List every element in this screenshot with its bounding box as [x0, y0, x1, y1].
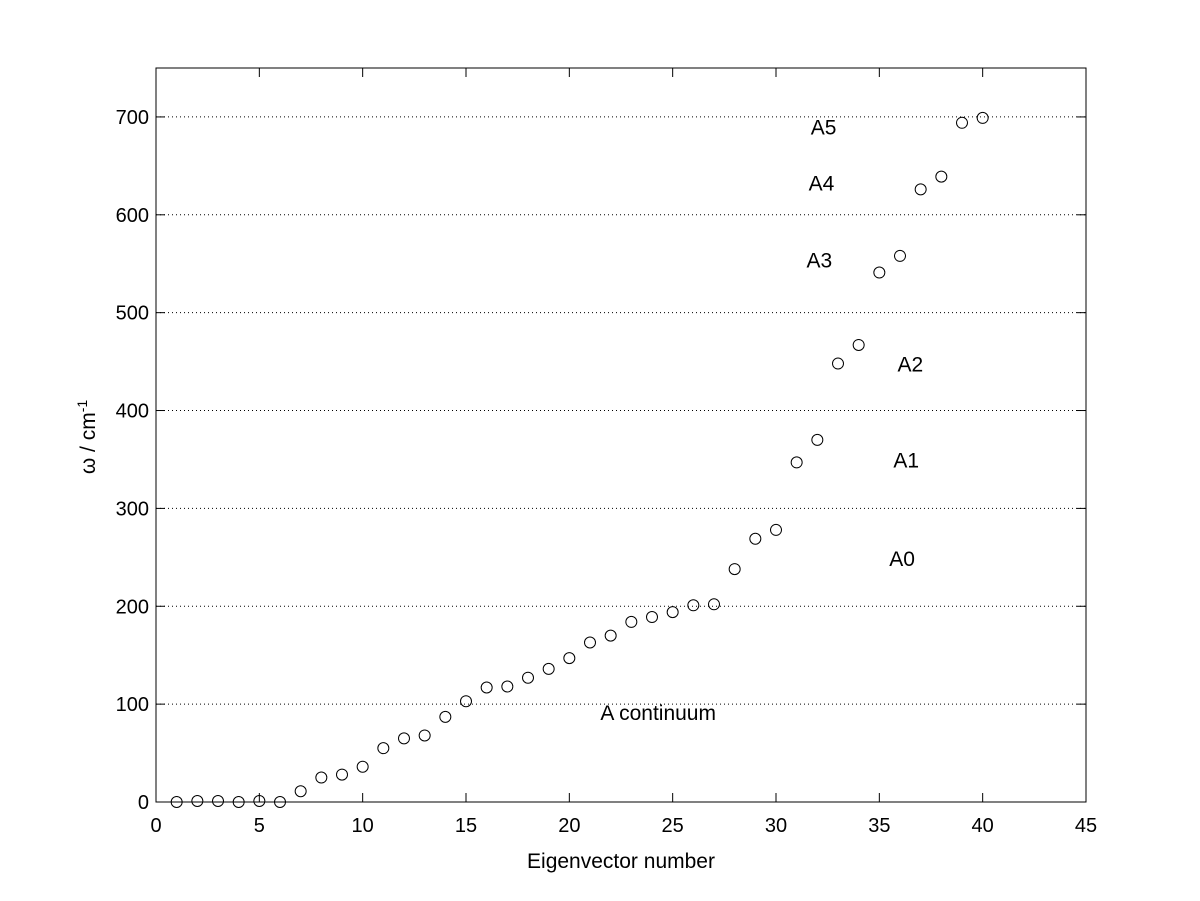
data-point: [852, 338, 865, 351]
data-point: [790, 456, 803, 469]
x-tick-label: 15: [455, 815, 477, 837]
x-tick-label: 25: [662, 815, 684, 837]
y-axis-label-superscript: -1: [74, 400, 90, 413]
grid-lines: [156, 116, 1086, 705]
x-tick-label: 20: [558, 815, 580, 837]
data-point: [336, 768, 348, 781]
y-tick-label: 100: [116, 694, 149, 716]
data-point: [501, 680, 514, 693]
data-point: [274, 796, 286, 808]
x-tick-label: 5: [254, 815, 265, 837]
data-point: [873, 266, 886, 279]
data-point: [584, 636, 596, 649]
data-point: [542, 662, 555, 675]
data-point: [914, 183, 927, 196]
data-point: [563, 652, 576, 665]
data-point: [418, 729, 431, 742]
plot-frame: [155, 67, 1087, 803]
x-tick-label: 45: [1075, 815, 1097, 837]
x-tick-label: 30: [765, 815, 787, 837]
annotation-label: A continuum: [600, 702, 716, 725]
data-point: [956, 116, 968, 129]
y-tick-label: 200: [116, 596, 149, 618]
annotation-label: A2: [897, 353, 923, 376]
data-points: [170, 111, 989, 808]
data-point: [728, 563, 741, 576]
data-point: [811, 433, 824, 446]
data-point: [770, 523, 782, 536]
data-point: [480, 681, 493, 694]
data-point: [935, 170, 948, 183]
data-point: [377, 742, 390, 755]
data-point: [976, 111, 989, 124]
data-point: [253, 795, 266, 808]
y-axis-label-main: ω / cm: [77, 412, 100, 474]
x-tick-label: 35: [868, 815, 890, 837]
data-point: [294, 785, 307, 798]
data-point: [232, 796, 245, 808]
data-point: [687, 599, 700, 612]
x-tick-label: 0: [150, 815, 161, 837]
data-point: [398, 732, 410, 745]
data-point: [191, 795, 204, 808]
y-axis-label: ω / cm-1: [74, 400, 100, 475]
y-tick-label: 500: [116, 303, 149, 325]
x-tick-label: 40: [972, 815, 994, 837]
annotation-label: A1: [893, 449, 919, 472]
y-tick-label: 700: [116, 107, 149, 129]
data-point: [832, 357, 844, 370]
data-point: [625, 615, 638, 628]
y-tick-label: 400: [116, 401, 149, 423]
annotation-label: A0: [889, 548, 915, 571]
x-tick-label: 10: [352, 815, 374, 837]
data-point: [439, 710, 452, 723]
data-point: [666, 606, 679, 619]
annotation-label: A4: [809, 172, 835, 195]
data-point: [356, 760, 369, 773]
axis-ticks: 0 100 200 300 400 500 600 700 0 5 10 15 20 25 30 35 40 45: [116, 68, 1097, 837]
x-axis-label: Eigenvector number: [527, 850, 715, 873]
annotations: A5 A4 A3 A2 A1 A0 A continuum: [600, 117, 923, 725]
data-point: [894, 249, 906, 262]
y-tick-label: 0: [138, 792, 149, 814]
y-tick-label: 600: [116, 205, 149, 227]
data-point: [170, 796, 183, 808]
data-point: [212, 795, 224, 808]
y-tick-label: 300: [116, 498, 149, 520]
data-point: [604, 629, 617, 642]
data-point: [749, 532, 762, 545]
data-point: [708, 598, 720, 611]
annotation-label: A3: [807, 250, 833, 273]
data-point: [522, 671, 534, 684]
data-point: [315, 771, 328, 784]
annotation-label: A5: [811, 117, 837, 140]
data-point: [646, 611, 658, 624]
data-point: [460, 695, 472, 708]
